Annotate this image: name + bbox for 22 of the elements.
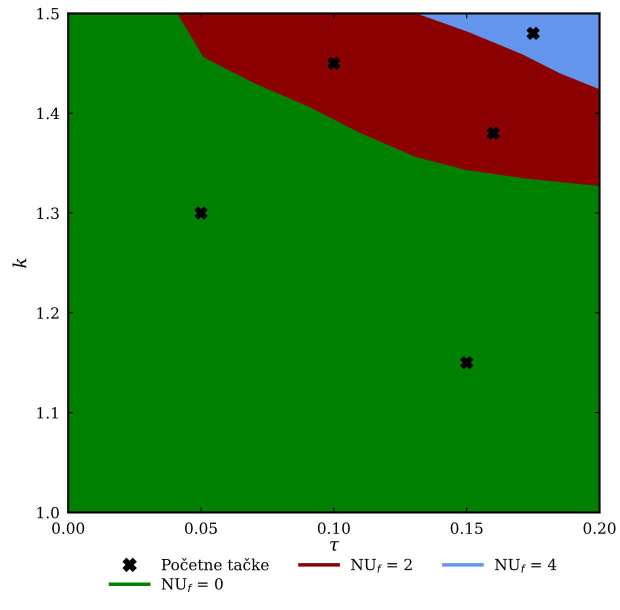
legend-label: Početne tačke (162, 558, 269, 570)
point (486, 126, 500, 140)
legend-label: NU$_{f}$ = 2 (351, 558, 412, 573)
x-tick-label: 0.10 (318, 522, 350, 534)
y-tick-label: 1.1 (37, 407, 58, 419)
point (327, 56, 340, 70)
x-axis-title: τ (330, 541, 340, 551)
y-tick-label: 1.3 (37, 207, 59, 220)
point (526, 26, 540, 40)
y-axis-title: k (12, 258, 26, 268)
y-tick-label: 1.0 (37, 506, 59, 518)
x-tick-label: 0.20 (584, 522, 616, 534)
x-tick-label: 0.00 (52, 522, 84, 534)
point (460, 356, 474, 370)
y-tick-label: 1.4 (37, 108, 60, 120)
x-tick-label: 0.15 (450, 522, 483, 534)
legend-label: NU$_{f}$ = 4 (495, 558, 556, 573)
point (194, 206, 208, 220)
y-tick-label: 1.5 (37, 8, 59, 20)
y-tick-label: 1.2 (37, 307, 58, 319)
legend-label: NU$_{f}$ = 0 (162, 578, 223, 592)
x-tick-label: 0.05 (185, 522, 217, 534)
